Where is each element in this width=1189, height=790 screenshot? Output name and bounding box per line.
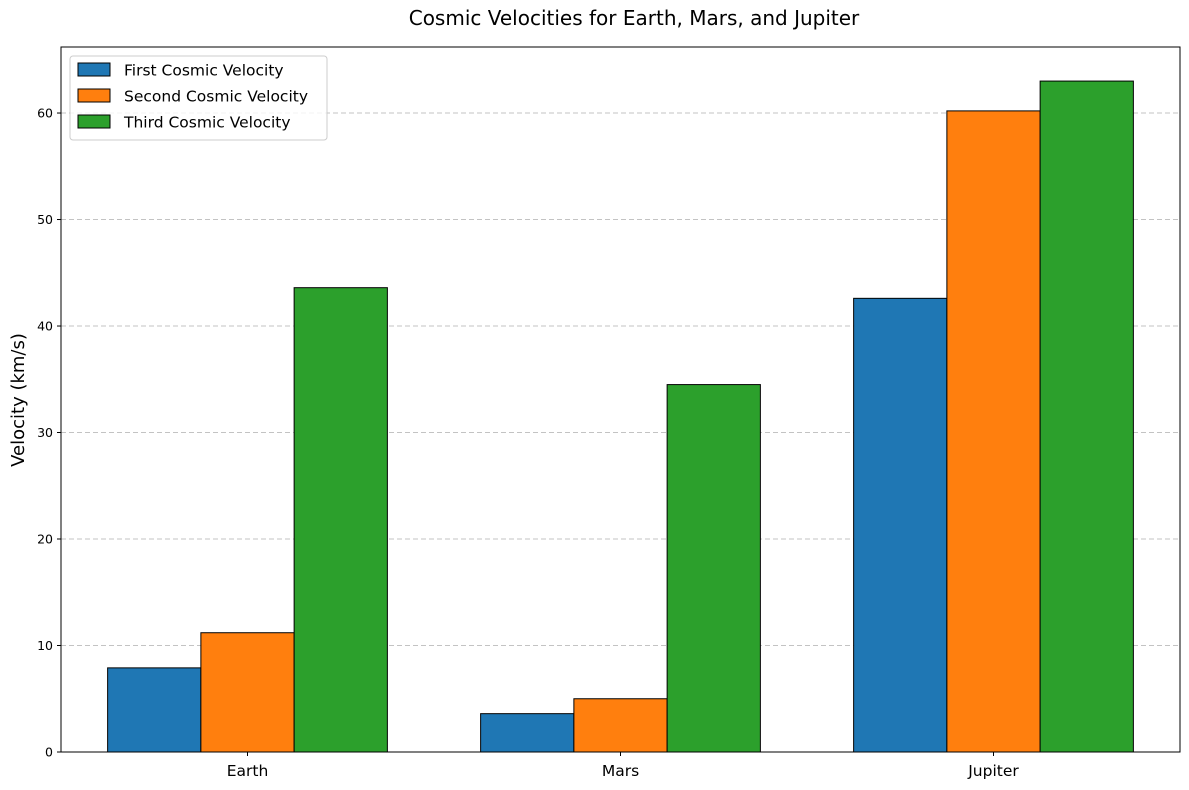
y-tick-label: 30	[37, 425, 53, 440]
y-tick-label: 40	[37, 319, 53, 334]
y-tick-label: 0	[45, 745, 53, 760]
bars	[107, 80, 1134, 753]
y-axis-ticks: 0 10 20 30 40 50 60	[37, 106, 61, 760]
x-tick-label: Mars	[602, 762, 639, 780]
legend-box	[69, 55, 328, 141]
bar-mars-series-2	[573, 698, 668, 753]
legend-label: First Cosmic Velocity	[124, 62, 284, 80]
x-tick-label: Jupiter	[967, 762, 1019, 780]
bar-earth-series-3	[293, 287, 388, 753]
bar-mars-series-3	[666, 384, 761, 753]
bar-earth-series-2	[200, 632, 295, 753]
legend-swatch	[77, 114, 111, 129]
y-tick-label: 20	[37, 532, 53, 547]
legend-swatch	[77, 62, 111, 77]
chart-title: Cosmic Velocities for Earth, Mars, and J…	[409, 6, 860, 30]
y-tick-label: 50	[37, 212, 53, 227]
y-tick-label: 10	[37, 638, 53, 653]
x-axis-ticks: Earth Mars Jupiter	[227, 752, 1019, 780]
bar-jupiter-series-1	[853, 297, 948, 753]
x-tick-label: Earth	[227, 762, 269, 780]
y-tick-label: 60	[37, 106, 53, 121]
bar-mars-series-1	[480, 713, 575, 753]
legend-label: Second Cosmic Velocity	[124, 88, 308, 106]
y-axis-label: Velocity (km/s)	[8, 333, 29, 467]
legend-label: Third Cosmic Velocity	[123, 114, 291, 132]
bar-jupiter-series-3	[1039, 80, 1134, 753]
bar-jupiter-series-2	[946, 110, 1041, 753]
legend-swatch	[77, 88, 111, 103]
legend: First Cosmic Velocity Second Cosmic Veloc…	[69, 55, 328, 141]
bar-earth-series-1	[107, 667, 202, 753]
